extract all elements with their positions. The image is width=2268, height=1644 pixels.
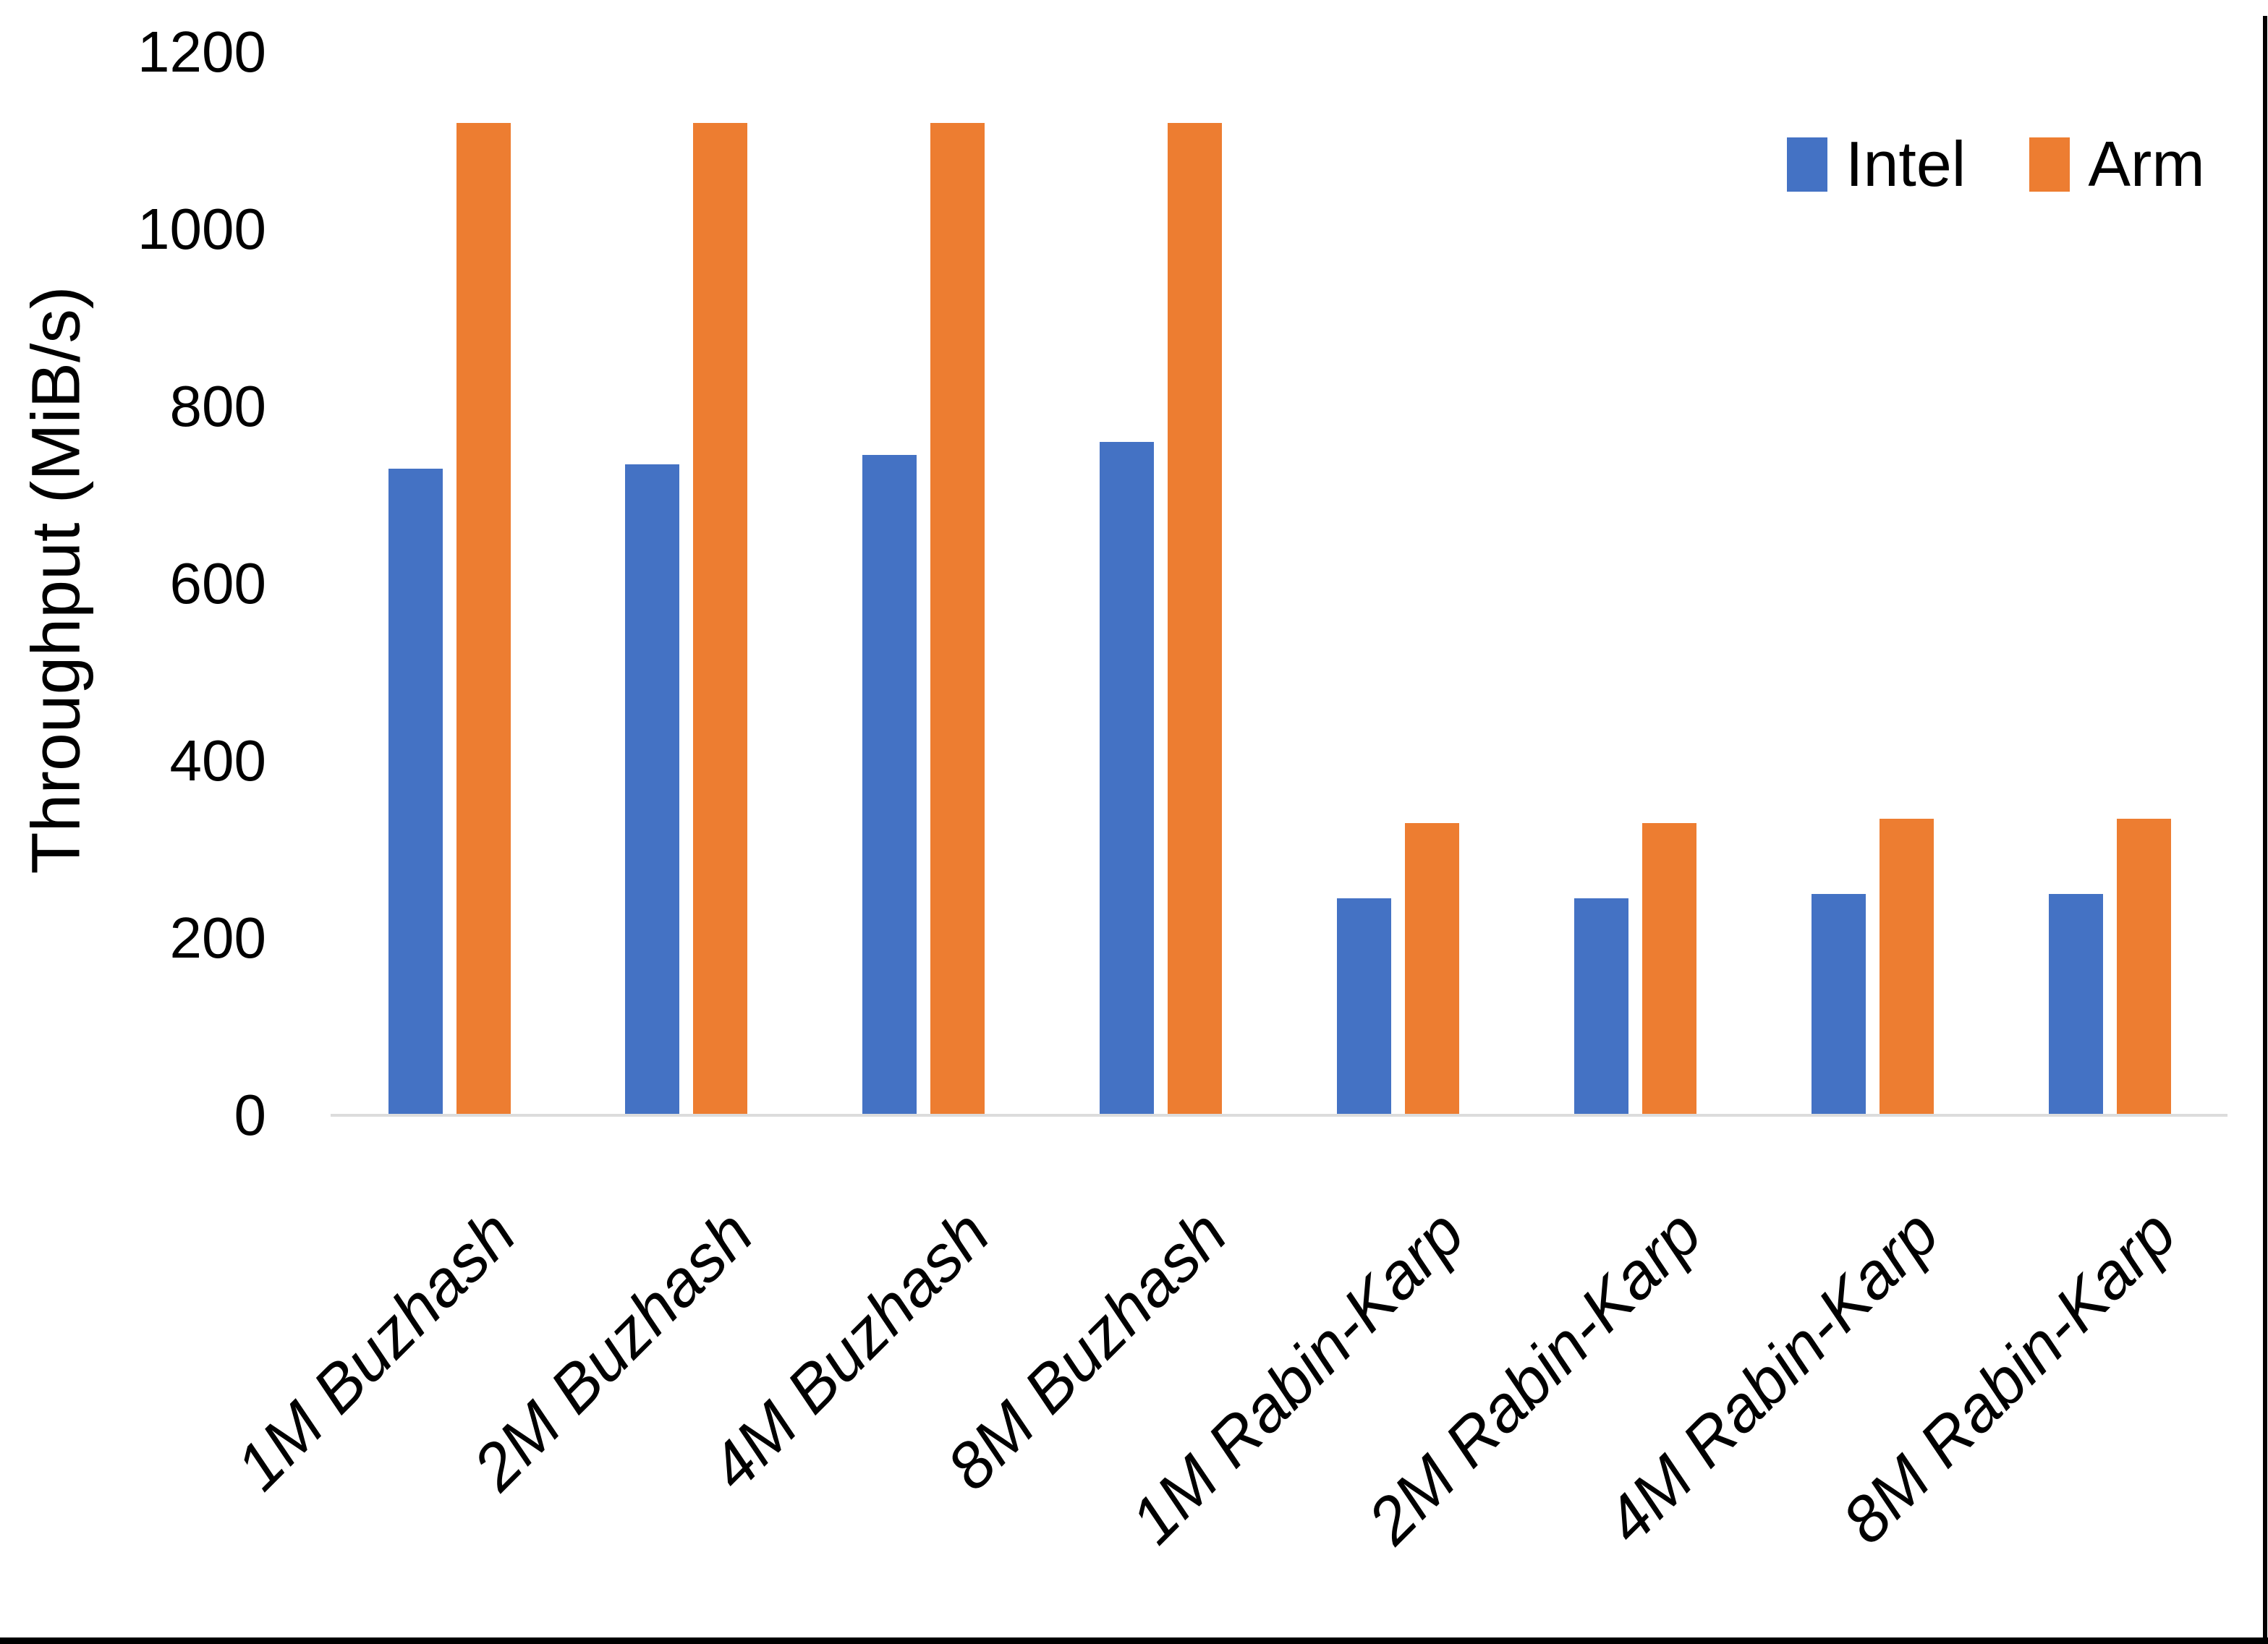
bar-intel-8m-buzhash: [1100, 442, 1154, 1115]
page-right-border: [2263, 16, 2267, 1644]
bar-arm-2m-rabin-karp: [1642, 823, 1696, 1115]
bar-arm-1m-rabin-karp: [1405, 823, 1459, 1115]
bar-arm-8m-rabin-karp: [2117, 819, 2171, 1115]
legend-label-intel: Intel: [1846, 128, 1966, 200]
bar-arm-4m-buzhash: [930, 123, 985, 1115]
legend-item-arm: Arm: [2029, 128, 2205, 200]
y-tick-label-1200: 1200: [137, 20, 266, 84]
bar-intel-8m-rabin-karp: [2049, 894, 2103, 1115]
legend-swatch-arm: [2029, 137, 2070, 192]
y-tick-label-0: 0: [234, 1083, 267, 1147]
bar-intel-2m-buzhash: [625, 464, 679, 1115]
y-tick-label-400: 400: [169, 728, 266, 793]
y-tick-label-800: 800: [169, 374, 266, 438]
bar-arm-4m-rabin-karp: [1880, 819, 1934, 1115]
legend: Intel Arm: [1787, 132, 2205, 197]
bar-intel-2m-rabin-karp: [1574, 898, 1628, 1115]
legend-swatch-intel: [1787, 137, 1827, 192]
bar-arm-1m-buzhash: [456, 123, 511, 1115]
bar-intel-1m-rabin-karp: [1337, 898, 1391, 1115]
y-tick-label-1000: 1000: [137, 197, 266, 261]
legend-label-arm: Arm: [2088, 128, 2205, 200]
y-tick-label-600: 600: [169, 551, 266, 616]
bar-arm-2m-buzhash: [693, 123, 747, 1115]
bar-arm-8m-buzhash: [1168, 123, 1222, 1115]
bar-intel-4m-buzhash: [862, 455, 917, 1115]
bar-intel-1m-buzhash: [388, 469, 443, 1115]
legend-item-intel: Intel: [1787, 132, 1966, 197]
page-bottom-border: [0, 1637, 2268, 1644]
bar-intel-4m-rabin-karp: [1812, 894, 1866, 1115]
y-tick-label-200: 200: [169, 906, 266, 970]
x-axis-baseline: [331, 1114, 2227, 1117]
